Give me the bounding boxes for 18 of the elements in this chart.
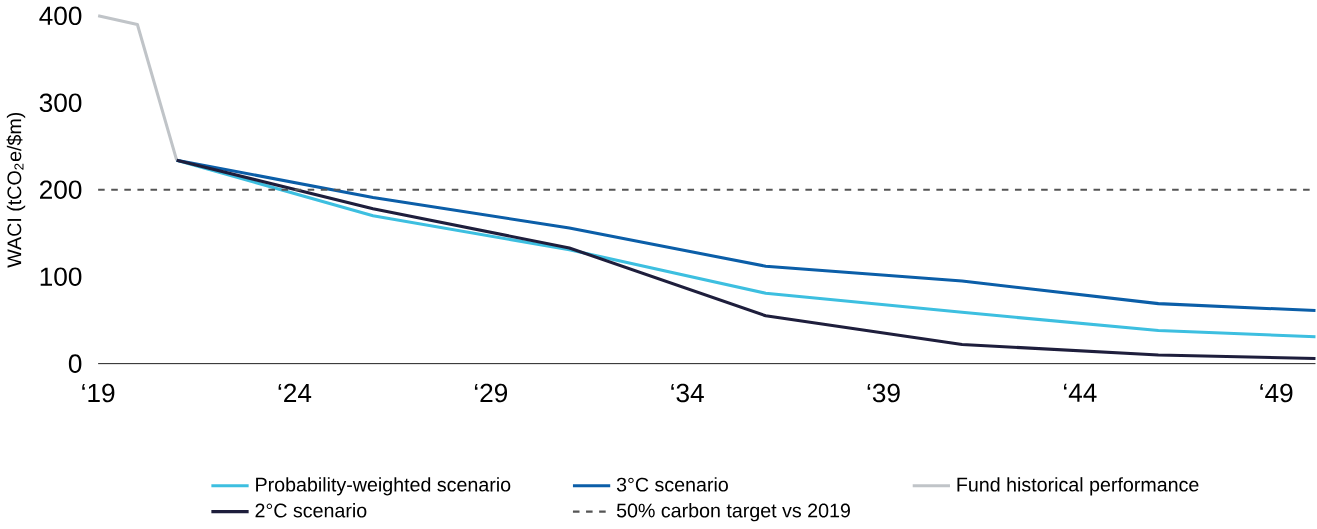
x-tick-label: ‘49 (1260, 383, 1293, 403)
x-tick-label: ‘39 (867, 383, 900, 403)
legend-label: 50% carbon target vs 2019 (616, 503, 850, 522)
x-tick-label: ‘44 (1063, 383, 1097, 402)
legend-label: Fund historical performance (957, 477, 1199, 496)
legend-label: Probability-weighted scenario (256, 477, 511, 496)
x-tick-label: ‘34 (671, 383, 704, 403)
legend-label: 3°C scenario (616, 477, 728, 492)
x-tick-label: ‘29 (474, 383, 508, 403)
y-tick-label: 200 (40, 180, 82, 199)
y-tick-label: 100 (40, 267, 82, 286)
x-tick-label: ‘19 (82, 383, 115, 403)
legend-label: 2°C scenario (255, 503, 367, 518)
y-tick-label: 300 (39, 93, 82, 113)
y-tick-label: 400 (39, 6, 82, 26)
y-axis-title: WACI (tCO$_{2}$e/$m) (6, 112, 26, 268)
y-tick-label: 0 (68, 354, 82, 373)
x-tick-label: ‘24 (278, 383, 312, 403)
